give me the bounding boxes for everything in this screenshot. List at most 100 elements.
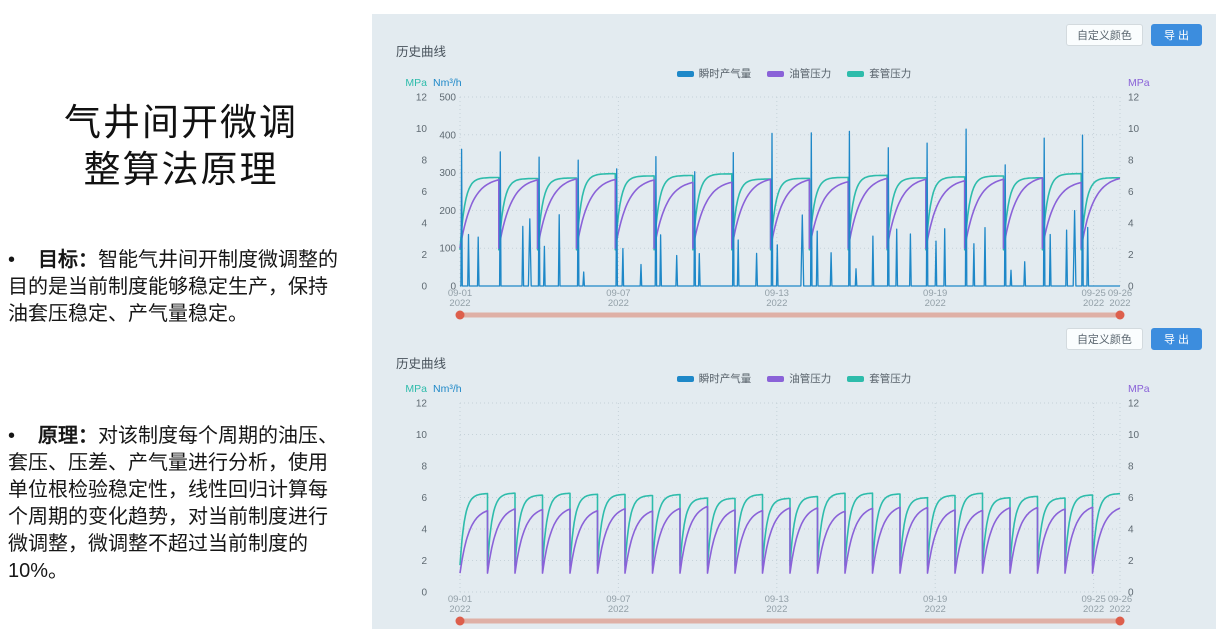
x-axis-date: 09-19	[923, 288, 947, 299]
right-mpa-tick: 8	[1128, 156, 1134, 167]
x-axis-date: 09-25	[1081, 288, 1105, 299]
right-mpa-tick: 6	[1128, 493, 1134, 504]
slider-handle-right[interactable]	[1115, 310, 1125, 320]
x-axis-date: 09-01	[448, 288, 472, 299]
x-axis-year: 2022	[766, 604, 787, 615]
x-axis-date: 09-13	[765, 288, 789, 299]
slider-handle-right[interactable]	[1115, 616, 1125, 626]
left-nm3h-tick: 500	[439, 93, 456, 104]
x-axis-date: 09-19	[923, 594, 947, 605]
history-chart: MPa Nm³/h MPa12108642050040030020010001210…	[405, 77, 1150, 320]
left-mpa-tick: 4	[421, 219, 427, 230]
charts-panel: 自定义颜色 导 出 历史曲线 瞬时产气量 油管压力 套管压力 MPa Nm³/h MPa…	[372, 14, 1216, 629]
right-mpa-axis-unit: MPa	[1128, 77, 1150, 89]
section-title: 历史曲线	[396, 45, 447, 59]
legend-item[interactable]: 油管压力	[767, 66, 831, 81]
series-casing-line	[459, 172, 1120, 251]
left-nm3h-axis-unit: Nm³/h	[433, 383, 462, 395]
chart-legend: 瞬时产气量 油管压力 套管压力	[372, 66, 1216, 81]
history-chart: MPa Nm³/h MPa12108642012108642009-01202209…	[405, 383, 1150, 626]
bullet-principle: • 原理：对该制度每个周期的油压、套压、压差、产气量进行分析，使用单位根检验稳定性…	[8, 423, 346, 585]
toolbar: 自定义颜色 导 出	[1065, 24, 1202, 46]
legend-item[interactable]: 瞬时产气量	[676, 371, 752, 386]
x-axis-year: 2022	[1109, 604, 1130, 615]
slide-text-column: 气井间开微调 整算法原理 • 目标：智能气井间开制度微调整的目的是当前制度能够稳定…	[0, 0, 372, 629]
right-mpa-tick: 2	[1128, 556, 1134, 567]
left-mpa-tick: 6	[421, 493, 427, 504]
right-mpa-tick: 8	[1128, 462, 1134, 473]
x-axis-year: 2022	[1083, 604, 1104, 615]
chart-legend: 瞬时产气量 油管压力 套管压力	[372, 371, 1216, 386]
slider-handle-left[interactable]	[455, 616, 465, 626]
left-mpa-axis-unit: MPa	[405, 77, 427, 89]
bullet-goal-text: 智能气井间开制度微调整的目的是当前制度能够稳定生产，保持油套压稳定、产气量稳定。	[8, 249, 338, 325]
bullet-goal: • 目标：智能气井间开制度微调整的目的是当前制度能够稳定生产，保持油套压稳定、产气…	[8, 247, 346, 328]
right-mpa-tick: 4	[1128, 219, 1134, 230]
series-tubing-line	[459, 505, 1121, 574]
page-title-line-1: 气井间开微调	[64, 103, 298, 144]
x-axis-date: 09-13	[765, 594, 789, 605]
left-mpa-tick: 0	[421, 282, 427, 293]
left-nm3h-tick: 400	[439, 130, 456, 141]
series-gas-line	[460, 128, 1120, 287]
x-axis-date: 09-07	[606, 594, 630, 605]
left-mpa-tick: 10	[416, 124, 428, 135]
left-mpa-tick: 6	[421, 187, 427, 198]
history-curve-section-top: 自定义颜色 导 出 历史曲线 瞬时产气量 油管压力 套管压力 MPa Nm³/h MPa…	[372, 14, 1216, 322]
custom-color-button[interactable]: 自定义颜色	[1065, 328, 1143, 350]
right-mpa-tick: 2	[1128, 250, 1134, 261]
right-mpa-tick: 12	[1128, 399, 1140, 410]
legend-swatch	[767, 70, 785, 77]
legend-item[interactable]: 套管压力	[847, 66, 911, 81]
legend-swatch	[767, 375, 785, 382]
x-axis-year: 2022	[766, 298, 787, 309]
legend-item[interactable]: 套管压力	[847, 371, 911, 386]
page-title-line-2: 整算法原理	[83, 150, 279, 192]
x-axis-date: 09-25	[1081, 594, 1105, 605]
x-axis-year: 2022	[449, 604, 470, 615]
bullet-principle-label: 原理：	[38, 425, 98, 447]
legend-label: 瞬时产气量	[698, 373, 752, 385]
left-mpa-tick: 10	[416, 430, 428, 441]
right-mpa-tick: 10	[1128, 124, 1140, 135]
left-nm3h-tick: 200	[439, 206, 456, 217]
left-mpa-tick: 12	[416, 93, 428, 104]
custom-color-button[interactable]: 自定义颜色	[1065, 24, 1143, 46]
slider-handle-left[interactable]	[455, 310, 465, 320]
right-mpa-tick: 12	[1128, 93, 1140, 104]
left-mpa-tick: 8	[421, 462, 427, 473]
left-mpa-tick: 8	[421, 156, 427, 167]
right-mpa-tick: 4	[1128, 525, 1134, 536]
left-mpa-tick: 0	[421, 588, 427, 599]
bullet-goal-label: 目标：	[38, 249, 98, 271]
legend-label: 瞬时产气量	[698, 68, 752, 80]
right-mpa-tick: 0	[1128, 282, 1134, 293]
right-mpa-tick: 10	[1128, 430, 1140, 441]
x-axis-year: 2022	[925, 298, 946, 309]
left-mpa-tick: 12	[416, 399, 428, 410]
legend-swatch	[847, 375, 865, 382]
legend-swatch	[847, 70, 865, 77]
x-axis-year: 2022	[1109, 298, 1130, 309]
legend-item[interactable]: 瞬时产气量	[676, 66, 752, 81]
section-title: 历史曲线	[396, 357, 447, 371]
legend-swatch	[676, 375, 694, 382]
export-button[interactable]: 导 出	[1150, 328, 1202, 350]
x-axis-year: 2022	[1083, 298, 1104, 309]
legend-label: 套管压力	[869, 373, 912, 385]
legend-label: 套管压力	[869, 68, 912, 80]
right-mpa-tick: 6	[1128, 187, 1134, 198]
bullet-marker: •	[8, 249, 16, 271]
history-curve-section-bottom: 自定义颜色 导 出 历史曲线 瞬时产气量 油管压力 套管压力 MPa Nm³/h MPa…	[372, 322, 1216, 629]
left-nm3h-tick: 300	[439, 168, 456, 179]
legend-label: 油管压力	[789, 68, 832, 80]
x-axis-date: 09-26	[1108, 288, 1132, 299]
export-button[interactable]: 导 出	[1150, 24, 1202, 46]
left-mpa-tick: 2	[421, 250, 427, 261]
right-mpa-tick: 0	[1128, 588, 1134, 599]
legend-item[interactable]: 油管压力	[767, 371, 831, 386]
bullet-principle-text: 对该制度每个周期的油压、套压、压差、产气量进行分析，使用单位根检验稳定性，线性回…	[8, 425, 338, 582]
left-nm3h-tick: 0	[450, 282, 456, 293]
x-axis-year: 2022	[608, 298, 629, 309]
